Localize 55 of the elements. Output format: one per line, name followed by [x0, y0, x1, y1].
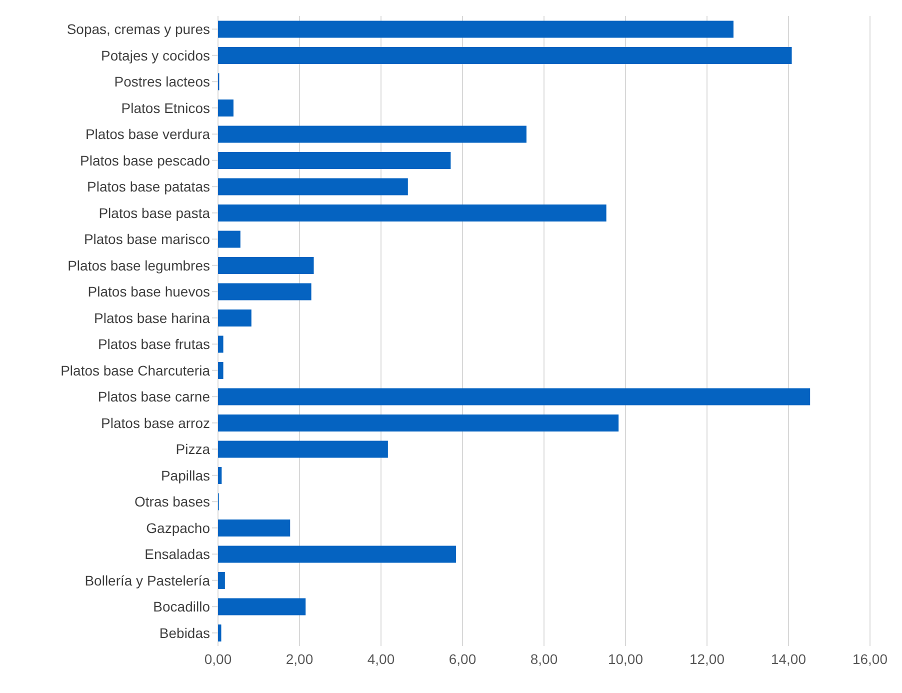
y-tick-label: Platos Etnicos: [121, 100, 210, 116]
y-tick-label: Platos base Charcuteria: [60, 362, 210, 378]
x-tick-label: 4,00: [367, 650, 395, 667]
y-tick-label: Postres lacteos: [114, 74, 210, 90]
bar: [218, 336, 224, 353]
bar: [218, 624, 222, 642]
x-tick-label: 2,00: [286, 650, 314, 667]
x-tick-label: 0,00: [204, 650, 232, 667]
y-tick-label: Platos base marisco: [84, 231, 210, 248]
bar: [218, 283, 312, 300]
bar: [218, 388, 810, 406]
y-tick-label: Platos base verdura: [85, 126, 210, 142]
bar: [218, 414, 619, 432]
bar: [218, 572, 225, 589]
bar: [218, 256, 314, 274]
y-tick-label: Pizza: [176, 441, 210, 458]
bar: [218, 99, 234, 116]
y-tick-label: Papillas: [160, 467, 210, 484]
y-tick-label: Ensaladas: [144, 546, 210, 562]
bar: [218, 440, 388, 458]
bar: [218, 152, 451, 169]
y-tick-label: Otras bases: [134, 494, 210, 510]
bar: [218, 230, 240, 248]
x-tick-label: 12,00: [689, 650, 725, 667]
bar: [218, 362, 224, 379]
y-tick-label: Platos base arroz: [101, 414, 210, 431]
y-tick-label: Sopas, cremas y pures: [66, 21, 210, 38]
x-tick-label: 16,00: [852, 650, 888, 667]
y-tick-label: Potajes y cocidos: [101, 47, 210, 64]
y-tick-label: Platos base carne: [98, 388, 210, 405]
y-tick-label: Platos base pasta: [98, 204, 210, 221]
bar: [218, 204, 606, 222]
bar: [218, 178, 408, 196]
bar: [218, 20, 734, 38]
bar: [218, 546, 456, 563]
y-tick-label: Platos base huevos: [88, 284, 210, 300]
y-tick-label: Platos base harina: [94, 310, 210, 326]
y-tick-label: Platos base pescado: [80, 152, 210, 168]
bar: [218, 309, 252, 326]
bar: [218, 46, 792, 64]
bar: [218, 466, 222, 484]
bar: [218, 519, 290, 536]
x-tick-label: 10,00: [608, 650, 644, 667]
y-tick-label: Bollería y Pastelería: [84, 572, 210, 588]
y-tick-label: Bebidas: [159, 624, 210, 641]
y-tick-label: Platos base frutas: [98, 336, 210, 352]
bar: [218, 126, 526, 143]
x-tick-label: 14,00: [770, 650, 806, 667]
y-tick-label: Gazpacho: [146, 520, 210, 536]
x-tick-label: 6,00: [448, 650, 476, 667]
y-tick-label: Platos base legumbres: [68, 257, 210, 274]
y-tick-label: Platos base patatas: [87, 178, 210, 195]
y-tick-label: Bocadillo: [153, 598, 210, 615]
x-tick-label: 8,00: [530, 650, 558, 667]
bar: [218, 598, 306, 616]
